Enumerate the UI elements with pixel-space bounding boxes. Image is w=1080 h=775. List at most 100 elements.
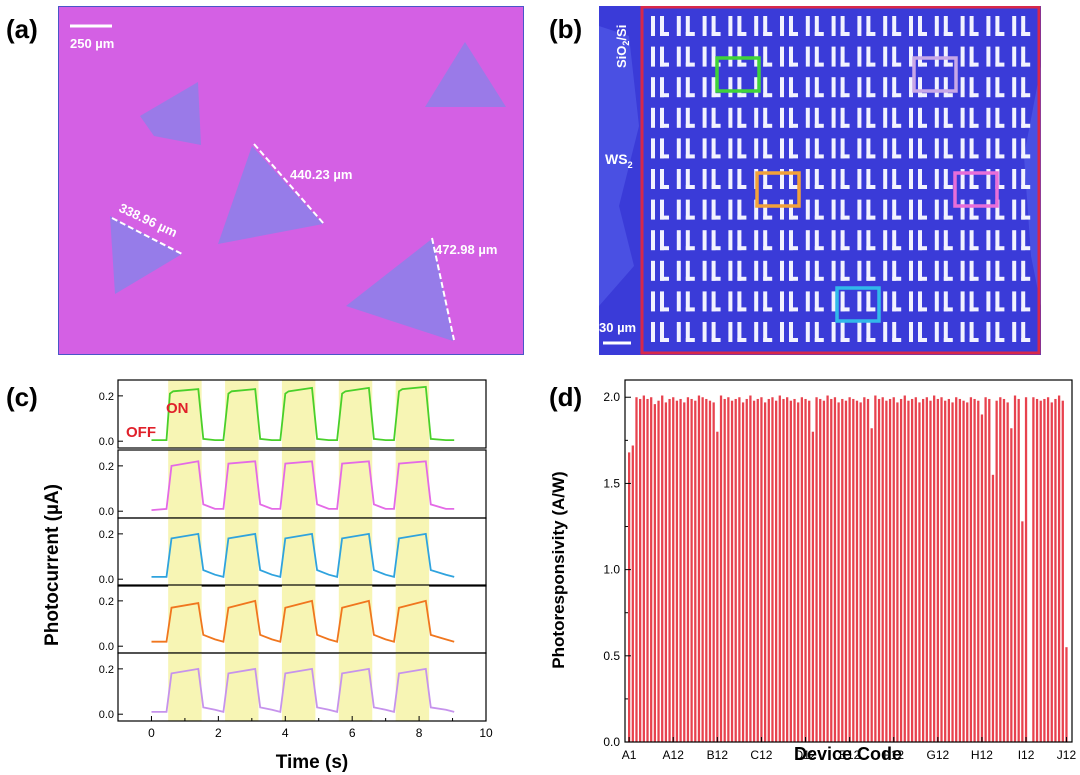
highlight-boxes bbox=[715, 56, 999, 323]
device-electrode bbox=[1012, 199, 1031, 220]
bar bbox=[973, 398, 976, 742]
bar bbox=[962, 400, 965, 742]
light-on-band bbox=[281, 585, 316, 653]
bar bbox=[664, 402, 668, 742]
photocurrent-series-2 bbox=[151, 460, 455, 511]
bar bbox=[830, 398, 833, 742]
device-electrode bbox=[651, 199, 669, 220]
device-electrode bbox=[883, 138, 902, 159]
flake-5 bbox=[346, 238, 453, 341]
y-tick-label: 0.2 bbox=[99, 529, 114, 541]
bar bbox=[697, 395, 701, 742]
device-electrode bbox=[857, 169, 876, 189]
bar bbox=[804, 398, 807, 742]
bar bbox=[727, 397, 730, 742]
flake-4 bbox=[110, 216, 182, 294]
x-tick-label: 6 bbox=[349, 726, 356, 740]
bar bbox=[690, 398, 693, 742]
device-electrode bbox=[728, 291, 747, 312]
highlight-box-5 bbox=[835, 286, 881, 323]
light-on-band bbox=[338, 518, 373, 586]
device-electrode bbox=[702, 107, 721, 128]
light-on-band bbox=[395, 653, 430, 721]
bar bbox=[826, 395, 829, 742]
device-electrode bbox=[805, 199, 824, 220]
bar bbox=[1017, 398, 1020, 742]
bar bbox=[708, 400, 712, 742]
bar bbox=[988, 398, 991, 742]
substrate bbox=[58, 6, 524, 355]
panel-a-micrograph: 250 µm 440.23 µm 338.96 µm 472.98 µm bbox=[58, 6, 524, 355]
light-on-band bbox=[225, 450, 259, 518]
array-background bbox=[599, 6, 1041, 355]
measure-line-2 bbox=[111, 217, 183, 255]
bar bbox=[940, 397, 943, 742]
photocurrent-series-4 bbox=[151, 599, 455, 643]
device-electrode bbox=[805, 107, 824, 128]
bar bbox=[786, 397, 789, 742]
bar bbox=[694, 400, 697, 742]
device-electrode bbox=[909, 169, 927, 189]
device-electrode bbox=[676, 77, 695, 98]
x-tick-label: A1 bbox=[622, 748, 637, 762]
device-electrode bbox=[780, 46, 798, 67]
bar bbox=[833, 397, 837, 742]
device-electrode bbox=[676, 199, 695, 220]
scale-bar-b-label: 30 µm bbox=[599, 320, 636, 335]
bar bbox=[1002, 398, 1006, 742]
bar bbox=[844, 400, 848, 742]
device-electrode bbox=[651, 77, 669, 98]
device-electrode bbox=[702, 230, 721, 251]
bar bbox=[922, 398, 925, 742]
y-tick-label: 0.0 bbox=[99, 641, 114, 653]
device-electrode bbox=[909, 107, 927, 128]
device-electrode bbox=[676, 230, 695, 251]
device-electrode bbox=[805, 16, 824, 36]
light-on-band bbox=[168, 585, 202, 653]
device-electrode bbox=[934, 322, 953, 342]
bar bbox=[646, 398, 649, 742]
device-electrode bbox=[883, 291, 902, 312]
panel-label-a: (a) bbox=[6, 14, 38, 44]
bar bbox=[793, 398, 796, 742]
device-electrode bbox=[909, 230, 927, 251]
device-electrode bbox=[728, 138, 747, 159]
bar bbox=[1010, 428, 1013, 742]
device-electrode bbox=[960, 199, 979, 220]
bar bbox=[1057, 395, 1061, 742]
device-electrode bbox=[754, 291, 773, 312]
photocurrent-series-1 bbox=[151, 385, 455, 441]
device-electrode bbox=[883, 260, 902, 281]
device-electrode bbox=[934, 107, 953, 128]
light-on-band bbox=[395, 450, 430, 518]
bar bbox=[763, 402, 767, 742]
x-tick-label: D12 bbox=[795, 748, 817, 762]
bar bbox=[888, 398, 892, 742]
bar bbox=[653, 404, 656, 742]
device-electrode bbox=[805, 77, 824, 98]
bar bbox=[639, 398, 642, 742]
device-electrode bbox=[934, 138, 953, 159]
device-electrode bbox=[728, 322, 747, 342]
device-electrode bbox=[728, 107, 747, 128]
bar bbox=[701, 397, 704, 742]
bar bbox=[918, 402, 921, 742]
highlight-box-2 bbox=[912, 56, 958, 93]
x-tick-label: 0 bbox=[148, 726, 155, 740]
device-electrode bbox=[728, 199, 747, 220]
device-electrode bbox=[702, 138, 721, 159]
device-electrode bbox=[651, 230, 669, 251]
device-electrode bbox=[883, 230, 902, 251]
bar bbox=[925, 397, 928, 742]
on-label: ON bbox=[166, 400, 189, 417]
device-electrode bbox=[857, 16, 876, 36]
device-electrode bbox=[754, 260, 773, 281]
scale-bar-a-label: 250 µm bbox=[70, 36, 114, 51]
device-electrode bbox=[702, 322, 721, 342]
device-electrode bbox=[676, 322, 695, 342]
bar bbox=[723, 398, 726, 742]
device-electrode bbox=[909, 16, 927, 36]
bar bbox=[958, 398, 962, 742]
measure-label-3: 472.98 µm bbox=[435, 242, 497, 257]
bar bbox=[1035, 398, 1039, 742]
